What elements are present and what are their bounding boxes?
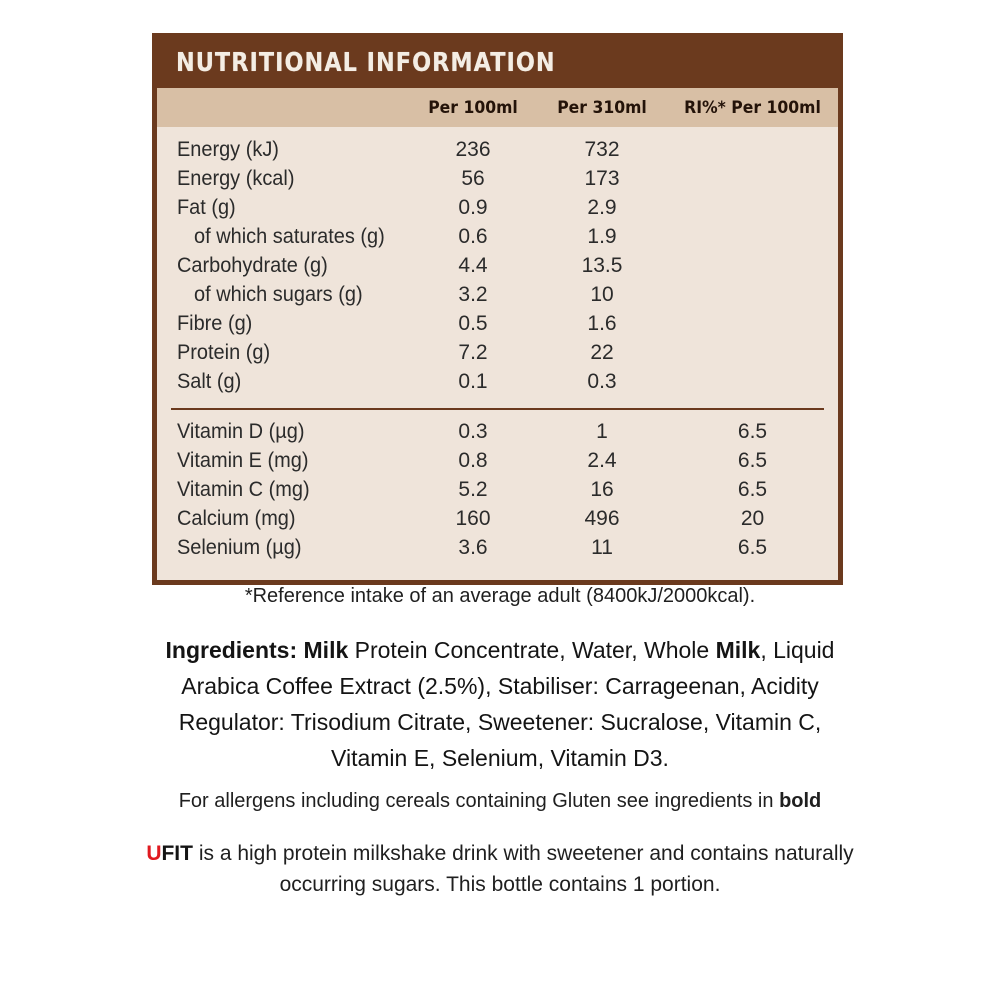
value-per-100ml: 0.6: [458, 225, 488, 248]
nutrition-micronutrient-rows: Vitamin D (µg) 0.3 1 6.5 Vitamin E (mg) 0.8 2.…: [157, 420, 838, 565]
value-per-100ml: 56: [461, 167, 485, 190]
value-per-310ml: 1.9: [587, 225, 617, 248]
ingredients-text-2: , Liquid Arabica Coffee Extract (2.5%), …: [178, 637, 835, 771]
table-row: Energy (kcal) 56 173: [157, 167, 838, 196]
page-title: NUTRITIONAL INFORMATION: [176, 48, 556, 78]
table-row: Vitamin D (µg) 0.3 1 6.5: [157, 420, 838, 449]
ingredients-heading: Ingredients:: [165, 637, 298, 663]
product-claim-paragraph: UFIT is a high protein milkshake drink w…: [140, 838, 860, 900]
table-section-divider: [171, 408, 824, 410]
table-row: Carbohydrate (g) 4.4 13.5: [157, 254, 838, 283]
column-header-ri-per-100ml: RI%* Per 100ml: [684, 97, 821, 118]
table-row: of which sugars (g) 3.2 10: [157, 283, 838, 312]
nutrition-panel: NUTRITIONAL INFORMATION Per 100ml Per 31…: [152, 33, 843, 585]
value-per-100ml: 5.2: [458, 478, 488, 501]
nutrient-label: Carbohydrate (g): [176, 254, 328, 277]
table-row: Calcium (mg) 160 496 20: [157, 507, 838, 536]
ingredients-allergen-milk-2: Milk: [715, 637, 761, 663]
nutrient-label: of which saturates (g): [194, 225, 385, 248]
value-per-310ml: 22: [590, 341, 614, 364]
value-per-310ml: 496: [584, 507, 620, 530]
nutrient-label: of which sugars (g): [194, 283, 363, 306]
column-header-per-100ml: Per 100ml: [428, 97, 518, 118]
allergen-notice-text: For allergens including cereals containi…: [178, 790, 780, 812]
nutrient-label: Fat (g): [176, 196, 236, 219]
value-per-100ml: 4.4: [458, 254, 488, 277]
value-per-100ml: 0.8: [458, 449, 488, 472]
value-per-100ml: 0.5: [458, 312, 488, 335]
value-ri-per-100ml: 6.5: [737, 478, 768, 501]
value-per-310ml: 11: [591, 536, 613, 559]
table-row: Selenium (µg) 3.6 11 6.5: [157, 536, 838, 565]
nutrient-label: Selenium (µg): [176, 536, 302, 559]
nutrient-label: Vitamin D (µg): [176, 420, 305, 443]
table-row: Energy (kJ) 236 732: [157, 138, 838, 167]
value-per-310ml: 2.9: [587, 196, 617, 219]
table-row: Fat (g) 0.9 2.9: [157, 196, 838, 225]
value-ri-per-100ml: 6.5: [737, 449, 768, 472]
value-per-310ml: 13.5: [581, 254, 623, 277]
value-per-100ml: 3.2: [458, 283, 488, 306]
nutrition-main-rows: Energy (kJ) 236 732 Energy (kcal) 56 173 Fat (…: [157, 138, 838, 399]
nutrient-label: Calcium (mg): [176, 507, 296, 530]
value-per-100ml: 0.1: [458, 370, 488, 393]
table-row: Vitamin E (mg) 0.8 2.4 6.5: [157, 449, 838, 478]
value-per-310ml: 2.4: [587, 449, 617, 472]
value-ri-per-100ml: 20: [740, 507, 765, 530]
value-per-100ml: 0.9: [458, 196, 488, 219]
value-ri-per-100ml: 6.5: [737, 420, 768, 443]
value-per-100ml: 7.2: [458, 341, 488, 364]
value-per-310ml: 10: [590, 283, 614, 306]
nutrition-panel-header: NUTRITIONAL INFORMATION: [157, 38, 838, 88]
table-row: Vitamin C (mg) 5.2 16 6.5: [157, 478, 838, 507]
value-per-310ml: 732: [584, 138, 620, 161]
nutrient-label: Protein (g): [176, 341, 271, 364]
table-row: Salt (g) 0.1 0.3: [157, 370, 838, 399]
nutrient-label: Energy (kcal): [176, 167, 295, 190]
value-per-310ml: 173: [584, 167, 620, 190]
nutrient-label: Energy (kJ): [176, 138, 279, 161]
value-per-100ml: 0.3: [458, 420, 488, 443]
value-per-310ml: 16: [590, 478, 614, 501]
value-per-310ml: 0.3: [587, 370, 617, 393]
value-per-310ml: 1.6: [587, 312, 617, 335]
nutrient-label: Salt (g): [176, 370, 242, 393]
ingredients-allergen-milk-1: Milk: [303, 637, 349, 663]
value-per-100ml: 3.6: [458, 536, 488, 559]
ingredients-paragraph: Ingredients: Milk Protein Concentrate, W…: [140, 632, 860, 776]
ingredients-text-1: Protein Concentrate, Water, Whole: [348, 637, 716, 663]
column-header-per-310ml: Per 310ml: [557, 97, 647, 118]
brand-logo-u: U: [146, 842, 162, 865]
allergen-notice: For allergens including cereals containi…: [0, 790, 1000, 813]
nutrient-label: Vitamin C (mg): [176, 478, 310, 501]
value-per-100ml: 236: [455, 138, 491, 161]
product-claim-text: is a high protein milkshake drink with s…: [192, 842, 854, 896]
value-ri-per-100ml: 6.5: [737, 536, 768, 559]
allergen-notice-emphasis: bold: [779, 790, 822, 812]
value-per-310ml: 1: [596, 420, 608, 443]
brand-logo-fit: FIT: [161, 842, 193, 865]
table-row: of which saturates (g) 0.6 1.9: [157, 225, 838, 254]
table-row: Protein (g) 7.2 22: [157, 341, 838, 370]
reference-intake-footnote: *Reference intake of an average adult (8…: [244, 585, 756, 607]
nutrient-label: Vitamin E (mg): [176, 449, 309, 472]
nutrition-table-body: Energy (kJ) 236 732 Energy (kcal) 56 173 Fat (…: [157, 127, 838, 580]
value-per-100ml: 160: [455, 507, 491, 530]
table-row: Fibre (g) 0.5 1.6: [157, 312, 838, 341]
table-column-header-row: Per 100ml Per 310ml RI%* Per 100ml: [157, 88, 838, 127]
nutrient-label: Fibre (g): [176, 312, 253, 335]
